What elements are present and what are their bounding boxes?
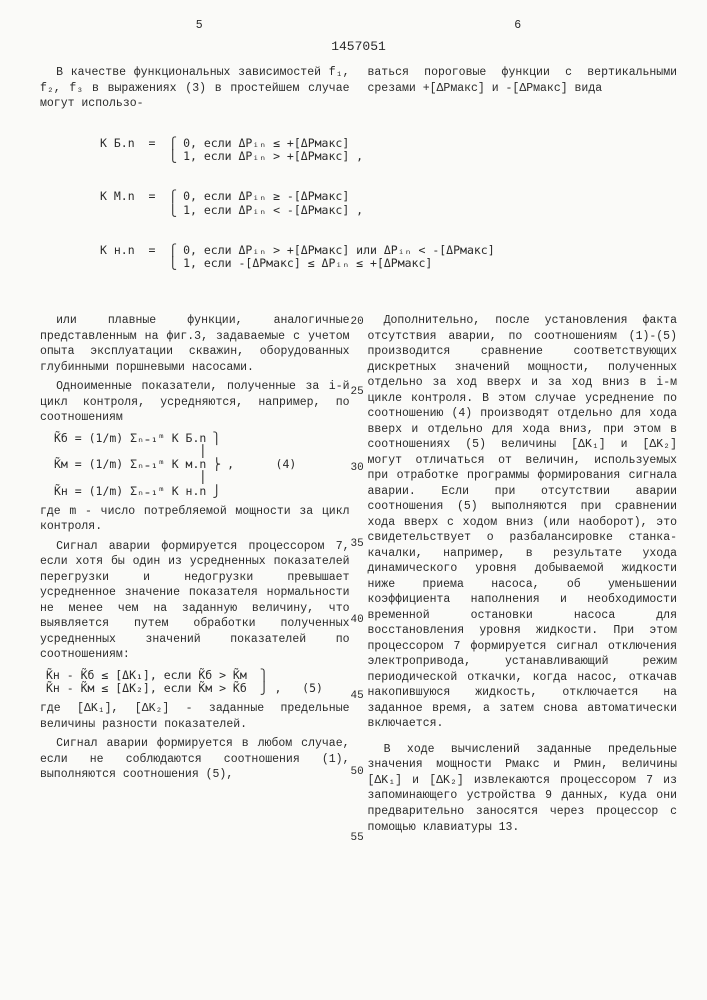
left-p3: Сигнал аварии формируется процессором 7,… (40, 539, 350, 663)
formula-kn: К н.n = ⎧ 0, если ΔPᵢₙ > +[ΔPмакс] или Δ… (100, 244, 677, 270)
left-p4: Сигнал аварии формируется в любом случае… (40, 736, 350, 783)
line-marker: 35 (351, 537, 364, 552)
right-column-number: 6 (359, 18, 678, 34)
formula-kb: К Б.n = ⎧ 0, если ΔPᵢₙ ≤ +[ΔPмакс] ⎩ 1, … (100, 137, 677, 163)
left-p1: или плавные функции, аналогичные предста… (40, 313, 350, 375)
line-marker: 45 (351, 689, 364, 704)
left-column: или плавные функции, аналогичные предста… (40, 313, 350, 835)
line-marker: 55 (351, 831, 364, 846)
patent-number: 1457051 (40, 38, 677, 56)
formula-4: K̃б = (1/m) Σₙ₌₁ᵐ K Б.n ⎫ ⎪ K̃м = (1/m) … (54, 432, 350, 498)
main-piecewise-formulas: К Б.n = ⎧ 0, если ΔPᵢₙ ≤ +[ΔPмакс] ⎩ 1, … (40, 120, 677, 303)
line-marker: 50 (351, 765, 364, 780)
left-p2: Одноименные показатели, полученные за i-… (40, 379, 350, 426)
intro-left: В качестве функциональных зависимостей f… (40, 65, 350, 112)
line-marker: 25 (351, 385, 364, 400)
line-marker: 20 (351, 315, 364, 330)
left-column-number: 5 (40, 18, 359, 34)
formula-km: К М.n = ⎧ 0, если ΔPᵢₙ ≥ -[ΔPмакс] ⎩ 1, … (100, 190, 677, 216)
formula-5: K̃н - K̃б ≤ [ΔK₁], если K̃б > K̃м ⎫ K̃н … (46, 669, 350, 695)
right-p1: Дополнительно, после установления факта … (368, 313, 678, 732)
line-marker: 40 (351, 613, 364, 628)
patent-page: 5 6 1457051 В качестве функциональных за… (0, 0, 707, 1000)
body-columns: или плавные функции, аналогичные предста… (40, 313, 677, 835)
intro-row: В качестве функциональных зависимостей f… (40, 65, 677, 112)
right-column: Дополнительно, после установления факта … (368, 313, 678, 835)
intro-right: ваться пороговые функции с вертикальными… (368, 65, 678, 112)
right-p2: В ходе вычислений заданные предельные зн… (368, 742, 678, 835)
column-numbers: 5 6 (40, 18, 677, 34)
where-4: где m - число потребляемой мощности за ц… (40, 504, 350, 535)
line-marker: 30 (351, 461, 364, 476)
where-5: где [ΔK₁], [ΔK₂] - заданные предельные в… (40, 701, 350, 732)
